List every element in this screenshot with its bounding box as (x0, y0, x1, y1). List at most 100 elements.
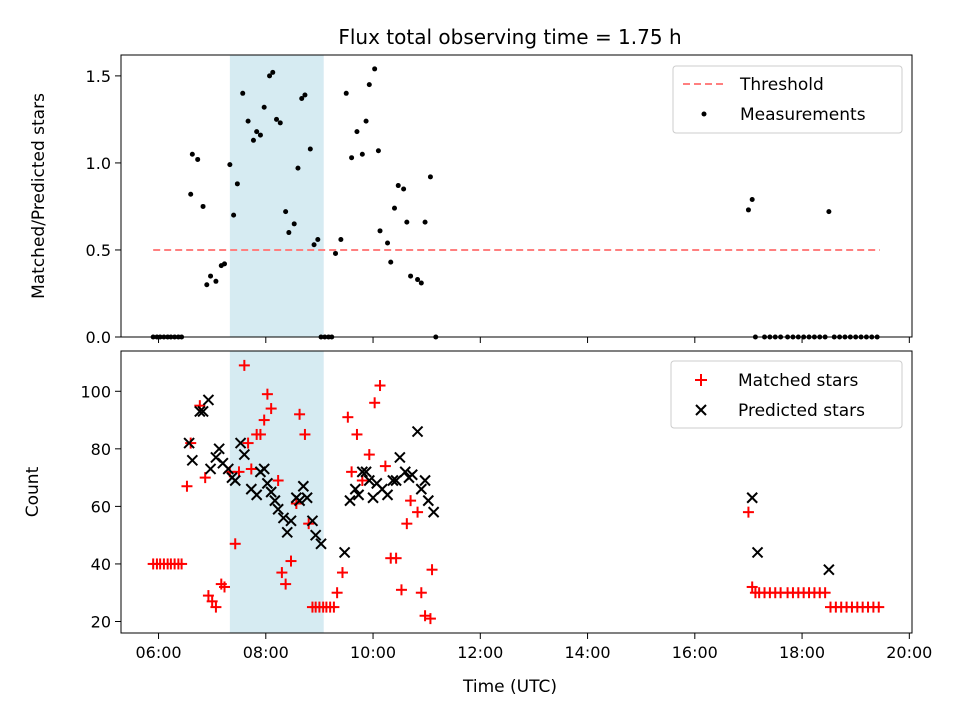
predicted-star-point (293, 494, 306, 507)
predicted-star-point (363, 474, 376, 487)
matched-star-point (272, 474, 284, 486)
measurement-point (349, 155, 355, 161)
measurement-point (372, 66, 378, 72)
y-tick-label: 20 (91, 612, 111, 631)
matched-star-point (746, 581, 758, 593)
predicted-star-point (349, 483, 362, 495)
matched-star-point (331, 587, 343, 599)
measurement-point (261, 104, 267, 110)
legend-matched-label: Matched stars (738, 371, 858, 391)
measurement-point (277, 120, 283, 126)
measurement-point (315, 237, 321, 243)
predicted-star-point (234, 437, 247, 449)
y-tick-label: 0.0 (86, 328, 111, 347)
predicted-star-point (285, 515, 297, 527)
measurement-point (200, 203, 206, 209)
measurement-point (354, 129, 360, 135)
predicted-star-point (360, 466, 372, 478)
matched-star-point (374, 380, 386, 392)
matched-star-point (261, 388, 273, 400)
matched-star-point (401, 518, 413, 530)
predicted-star-point (265, 486, 277, 498)
predicted-star-point (204, 463, 217, 475)
top-y-axis-label: Matched/Predicted stars (29, 93, 49, 299)
predicted-star-point (394, 451, 406, 464)
matched-star-point (363, 449, 375, 461)
predicted-star-point (238, 448, 251, 461)
predicted-star-point (338, 546, 351, 559)
measurement-point (250, 137, 256, 143)
predicted-star-point (194, 405, 206, 418)
bottom-legend-box (670, 360, 903, 429)
legend-measurements-swatch (701, 111, 707, 117)
bottom-y-axis: 20 40 60 80 100 (80, 382, 121, 631)
y-tick-label: 40 (91, 555, 111, 574)
measurement-point (245, 118, 251, 124)
matched-star-point (254, 428, 266, 440)
predicted-star-point (183, 437, 195, 449)
predicted-star-point (202, 394, 215, 406)
measurement-point (401, 186, 407, 192)
measurement-point (385, 240, 391, 246)
measurement-point (240, 90, 246, 96)
matched-star-point (873, 601, 885, 613)
y-tick-label: 1.5 (86, 67, 111, 86)
x-axis-label: Time (UTC) (462, 677, 557, 697)
matched-star-point (819, 587, 831, 599)
measurement-point (745, 207, 751, 213)
measurement-point (204, 282, 210, 288)
matched-star-point (395, 584, 407, 596)
chart-title: Flux total observing time = 1.75 h (338, 25, 681, 49)
measurement-point (826, 209, 832, 215)
measurement-point (299, 96, 305, 102)
predicted-star-point (315, 538, 327, 550)
measurement-point (415, 277, 421, 283)
measurement-point (395, 183, 401, 189)
predicted-star-point (427, 506, 440, 518)
x-axis: 06:00 08:00 10:00 12:00 14:00 16:00 18:00 20:00 (135, 633, 932, 662)
matched-star-point (346, 466, 358, 478)
measurement-point (391, 205, 397, 211)
matched-star-point (245, 463, 257, 475)
matched-star-point (285, 555, 297, 567)
matched-star-point (405, 495, 417, 507)
y-tick-label: 0.5 (86, 241, 111, 260)
measurement-point (375, 148, 381, 154)
matched-star-point (299, 428, 311, 440)
measurement-point (427, 174, 433, 180)
top-highlight-span (229, 55, 324, 337)
matched-star-point (351, 428, 363, 440)
measurement-point (749, 196, 755, 202)
x-tick-label: 14:00 (565, 643, 611, 662)
predicted-star-point (352, 489, 365, 501)
predicted-star-point (250, 489, 263, 501)
predicted-star-point (367, 492, 379, 504)
predicted-star-point (422, 494, 434, 507)
measurement-point (338, 237, 344, 243)
predicted-star-point (381, 489, 394, 501)
predicted-star-point (281, 526, 293, 538)
matched-star-point (219, 581, 231, 593)
bottom-panel: 20 40 60 80 100 Count 06:00 08:00 10:00 12:00 14… (23, 350, 932, 697)
matched-star-point (426, 564, 438, 576)
measurement-point (343, 90, 349, 96)
predicted-star-point (823, 563, 835, 576)
measurement-point (227, 162, 233, 168)
predicted-star-point (406, 469, 418, 481)
top-plot-frame (120, 54, 913, 338)
matched-star-point (369, 397, 381, 409)
matched-star-point (202, 590, 214, 602)
matched-star-point (742, 506, 754, 518)
measurement-point (286, 230, 292, 236)
predicted-star-point (297, 480, 310, 492)
matched-star-point (181, 480, 193, 492)
matched-star-point (390, 552, 402, 564)
measurement-point (283, 209, 289, 215)
measurement-point (267, 73, 273, 79)
predicted-star-point (356, 466, 369, 478)
predicted-star-point (272, 503, 284, 515)
legend-predicted-label: Predicted stars (738, 401, 865, 421)
predicted-star-point (309, 529, 322, 541)
predicted-star-point (213, 443, 225, 455)
